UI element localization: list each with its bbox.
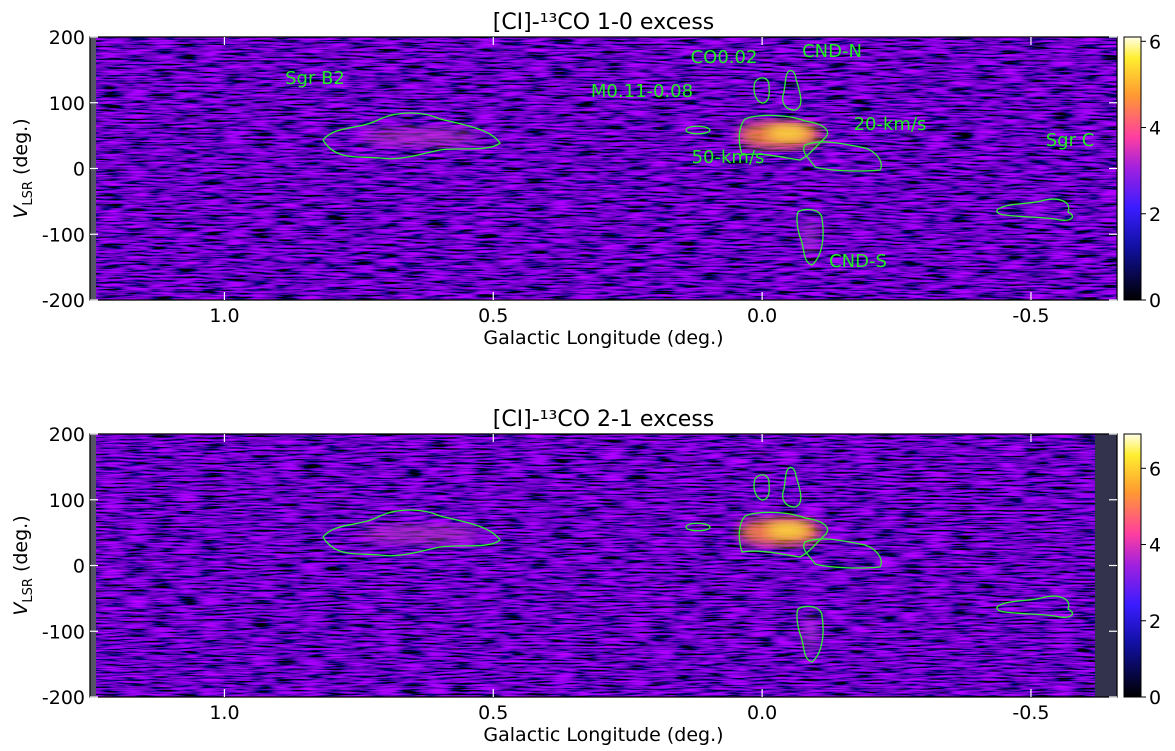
x-tick-label: 0.0 (747, 702, 777, 724)
y-tick-label: 0 (73, 159, 85, 181)
colorbar-tick-label: 6 (1149, 458, 1161, 480)
x-tick-label: 0.0 (747, 305, 777, 327)
contour (796, 605, 824, 663)
y-tick-label: -200 (42, 687, 85, 709)
heatmap-texture (90, 37, 1117, 300)
x-tick-label: 0.5 (478, 702, 508, 724)
heatmap-texture (90, 434, 1117, 697)
colorbar-tick-label: 0 (1149, 290, 1161, 312)
y-tick-label: 100 (49, 490, 85, 512)
emission-glow (802, 217, 818, 257)
contour (996, 198, 1073, 221)
contour (781, 69, 802, 111)
y-label-symbol: V (10, 204, 32, 219)
contour (685, 522, 711, 532)
colorbar-tick-label: 6 (1149, 31, 1161, 53)
emission-core (766, 125, 810, 141)
region-label: 50-km/s (692, 147, 765, 168)
y-axis-label: VLSR (deg.) (10, 118, 36, 218)
y-label-subscript: LSR (21, 181, 36, 206)
x-tick-label: 1.0 (209, 305, 239, 327)
y-axis-label: VLSR (deg.) (10, 515, 36, 615)
contour (685, 125, 711, 135)
contour (753, 77, 770, 104)
colorbar-tick-label: 0 (1149, 687, 1161, 709)
panel: [CI]-¹³CO 2-1 excess 1.0 0.5 0.0 -0.5 -200 -10… (10, 407, 1161, 746)
region-label: CND-S (829, 251, 887, 272)
contour (803, 141, 882, 172)
contour (738, 511, 829, 558)
contour (781, 466, 802, 508)
x-tick-label: -0.5 (1012, 702, 1049, 724)
emission-glow (802, 614, 818, 654)
x-tick-label: 1.0 (209, 702, 239, 724)
y-label-subscript: LSR (21, 578, 36, 603)
colorbar-tick-label: 4 (1149, 118, 1161, 140)
chart-title: [CI]-¹³CO 1-0 excess (493, 10, 715, 35)
contour (803, 538, 882, 569)
colorbar-tick-label: 2 (1149, 204, 1161, 226)
x-axis-label: Galactic Longitude (deg.) (483, 327, 723, 349)
colorbar-tick-label: 4 (1149, 535, 1161, 557)
contour (322, 112, 501, 160)
y-label-symbol: V (10, 601, 32, 616)
y-tick-label: -100 (42, 621, 85, 643)
y-tick-label: 100 (49, 93, 85, 115)
region-label: Sgr B2 (285, 68, 345, 89)
y-tick-label: 0 (73, 556, 85, 578)
contour (796, 208, 824, 266)
chart-title: [CI]-¹³CO 2-1 excess (493, 407, 715, 432)
region-label: CO0.02 (691, 47, 758, 68)
emission-glow (360, 127, 480, 147)
contour (996, 595, 1073, 618)
colorbar (1123, 433, 1142, 698)
colorbar-tick-label: 2 (1149, 611, 1161, 633)
x-axis-label: Galactic Longitude (deg.) (483, 724, 723, 746)
region-label: 20-km/s (854, 114, 927, 135)
panel: [CI]-¹³CO 1-0 excess 1.0 0.5 0.0 -0.5 -200 -10… (10, 10, 1161, 349)
y-tick-label: -100 (42, 224, 85, 246)
colorbar (1123, 36, 1142, 301)
y-label-unit: (deg.) (10, 515, 32, 578)
region-label: M0.11-0.08 (591, 81, 693, 102)
contour (753, 474, 770, 501)
region-label: CND-N (802, 41, 862, 62)
emission-core (766, 522, 810, 538)
y-tick-label: 200 (49, 27, 85, 49)
emission-glow (360, 524, 480, 544)
y-tick-label: 200 (49, 424, 85, 446)
contour (738, 114, 829, 161)
y-tick-label: -200 (42, 290, 85, 312)
x-tick-label: -0.5 (1012, 305, 1049, 327)
region-label: Sgr C (1046, 130, 1095, 151)
y-label-unit: (deg.) (10, 118, 32, 181)
contour (322, 509, 501, 557)
x-tick-label: 0.5 (478, 305, 508, 327)
